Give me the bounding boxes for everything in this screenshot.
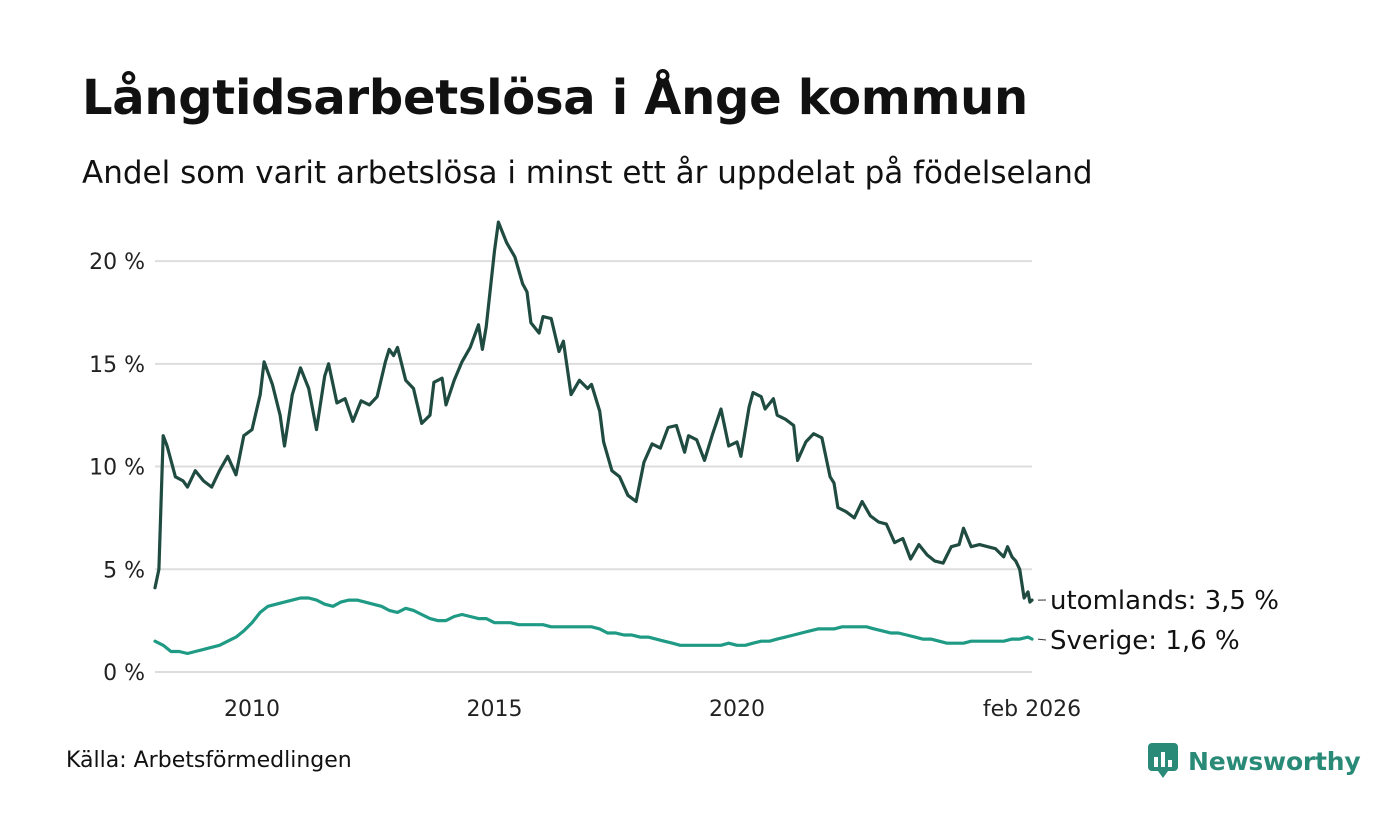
series-end-labels: utomlands: 3,5 % Sverige: 1,6 %	[1037, 586, 1279, 656]
x-tick-label: 2015	[466, 697, 522, 722]
x-tick-label: 2020	[709, 697, 765, 722]
series-lines	[153, 220, 1034, 656]
y-tick-label: 10 %	[89, 456, 145, 481]
y-tick-label: 0 %	[103, 661, 145, 686]
x-tick-label: feb 2026	[983, 697, 1081, 722]
series-line-utomlands	[153, 220, 1034, 604]
chart-title: Långtidsarbetslösa i Ånge kommun	[82, 70, 1028, 126]
source-note: Källa: Arbetsförmedlingen	[66, 748, 352, 773]
y-tick-label: 15 %	[89, 353, 145, 378]
brand-name: Newsworthy	[1188, 746, 1361, 776]
x-tick-label: 2010	[224, 697, 280, 722]
newsworthy-logo-icon	[1148, 743, 1178, 778]
y-tick-label: 20 %	[89, 250, 145, 275]
end-label-utomlands: utomlands: 3,5 %	[1050, 586, 1279, 616]
x-axis-ticks: 2010 2015 2020 feb 2026	[224, 697, 1081, 722]
brand-logo: Newsworthy	[1148, 743, 1361, 779]
end-label-sverige: Sverige: 1,6 %	[1050, 626, 1240, 656]
series-line-sverige	[153, 596, 1034, 656]
chart-subtitle: Andel som varit arbetslösa i minst ett å…	[82, 155, 1093, 191]
y-tick-label: 5 %	[103, 558, 145, 583]
end-label-connector	[1037, 638, 1047, 641]
gridlines	[155, 260, 1032, 673]
y-axis-ticks: 0 % 5 % 10 % 15 % 20 %	[89, 250, 145, 686]
